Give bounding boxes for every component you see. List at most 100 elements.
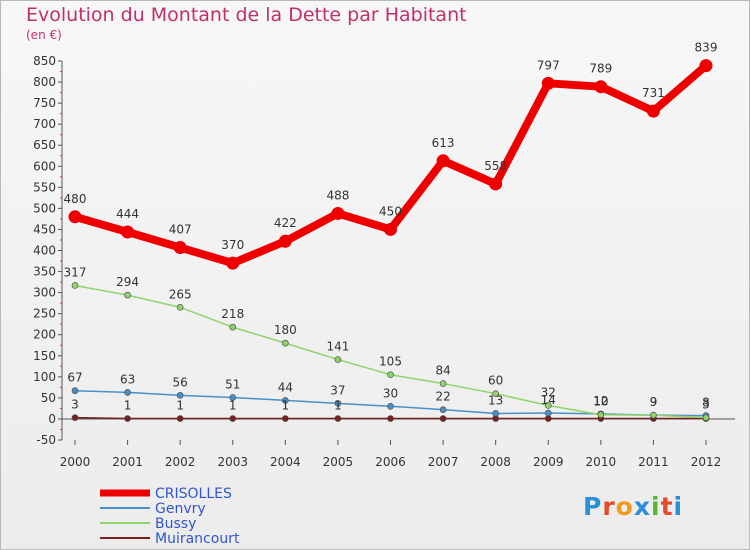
data-point xyxy=(439,380,447,387)
x-tick-label: 2009 xyxy=(533,455,564,469)
x-tick-label: 2004 xyxy=(270,455,301,469)
logo-letter: r xyxy=(602,492,616,521)
x-tick-label: 2005 xyxy=(323,455,354,469)
x-tick-label: 2008 xyxy=(480,455,511,469)
data-label: 12 xyxy=(593,394,608,408)
logo-letter: o xyxy=(615,492,634,521)
chart-unit-label: (en €) xyxy=(26,28,62,42)
data-point xyxy=(387,371,394,379)
data-label: 1 xyxy=(334,399,342,413)
data-label: 22 xyxy=(435,390,450,404)
y-tick-label: 0 xyxy=(48,412,56,426)
data-point xyxy=(439,406,447,413)
data-label: 13 xyxy=(488,393,503,407)
y-tick-label: 850 xyxy=(33,54,56,68)
y-tick-label: 650 xyxy=(33,138,56,152)
data-label: 10 xyxy=(593,395,608,409)
data-point xyxy=(334,400,342,407)
y-tick-label: 700 xyxy=(33,117,56,131)
data-label: 317 xyxy=(64,265,87,279)
y-tick-label: 500 xyxy=(33,201,56,215)
data-label: 294 xyxy=(116,275,139,289)
data-point xyxy=(229,394,237,401)
legend-label: Genvry xyxy=(155,501,206,517)
data-point xyxy=(176,304,184,311)
data-point xyxy=(331,206,345,220)
y-tick-label: 350 xyxy=(33,265,56,279)
data-point xyxy=(71,282,79,289)
data-point xyxy=(492,390,499,397)
proxiti-logo: Proxiti xyxy=(583,492,683,521)
data-label: 407 xyxy=(169,223,192,237)
data-point xyxy=(384,222,397,236)
data-label: 9 xyxy=(650,395,658,409)
data-label: 32 xyxy=(541,385,556,399)
data-point xyxy=(282,415,289,422)
data-label: 558 xyxy=(484,159,507,173)
data-label: 51 xyxy=(225,377,240,391)
data-label: 218 xyxy=(221,307,244,321)
data-label: 14 xyxy=(541,393,556,407)
y-tick-label: 800 xyxy=(33,75,56,89)
x-tick-label: 2003 xyxy=(217,455,248,469)
data-point xyxy=(334,415,342,422)
data-label: 613 xyxy=(432,136,455,150)
data-point xyxy=(699,59,713,73)
data-point xyxy=(124,291,131,299)
data-label: 3 xyxy=(71,398,79,412)
data-point xyxy=(226,256,240,270)
logo-letter: i xyxy=(651,492,661,521)
data-point xyxy=(282,397,289,404)
x-tick-label: 2000 xyxy=(60,455,91,469)
data-label: 8 xyxy=(702,396,710,410)
data-label: 480 xyxy=(64,192,87,206)
data-point xyxy=(124,415,131,422)
data-label: 731 xyxy=(642,86,665,100)
data-point xyxy=(492,410,499,417)
chart-title: Evolution du Montant de la Dette par Hab… xyxy=(26,4,467,26)
data-label: 1 xyxy=(229,399,237,413)
data-label: 67 xyxy=(67,371,82,385)
data-point xyxy=(71,387,79,395)
series-lines xyxy=(68,59,713,422)
data-point xyxy=(387,415,394,422)
data-label: 789 xyxy=(589,62,612,76)
data-point xyxy=(489,177,503,191)
data-label: 141 xyxy=(326,340,349,354)
data-point xyxy=(71,414,79,421)
y-tick-label: 100 xyxy=(33,370,56,384)
data-label: 63 xyxy=(120,372,135,386)
data-label: 1 xyxy=(282,399,290,413)
data-label: 60 xyxy=(488,374,503,388)
data-point xyxy=(544,415,552,422)
x-tick-label: 2012 xyxy=(691,455,722,469)
x-tick-label: 2006 xyxy=(375,455,406,469)
logo-letter: i xyxy=(673,492,684,521)
data-point xyxy=(702,414,710,421)
data-label: 9 xyxy=(650,395,658,409)
data-point xyxy=(173,241,187,255)
data-label: 1 xyxy=(176,399,184,413)
legend-label: Bussy xyxy=(155,516,196,532)
data-label: 265 xyxy=(169,287,192,301)
x-tick-label: 2001 xyxy=(112,455,143,469)
data-point xyxy=(646,104,660,118)
data-point xyxy=(121,225,135,239)
data-label: 84 xyxy=(435,364,450,378)
data-label: 1 xyxy=(124,399,132,413)
data-label: 180 xyxy=(274,323,297,337)
data-point xyxy=(544,402,552,409)
data-label: 37 xyxy=(330,383,345,397)
y-tick-label: 550 xyxy=(33,180,56,194)
data-label: 422 xyxy=(274,216,297,230)
data-label: 56 xyxy=(173,375,188,389)
data-point xyxy=(229,415,237,422)
y-tick-label: 450 xyxy=(33,222,56,236)
data-point xyxy=(68,210,82,224)
data-label: 370 xyxy=(221,238,244,252)
y-tick-label: 200 xyxy=(33,328,56,342)
data-point xyxy=(597,411,605,419)
data-point xyxy=(229,323,237,331)
